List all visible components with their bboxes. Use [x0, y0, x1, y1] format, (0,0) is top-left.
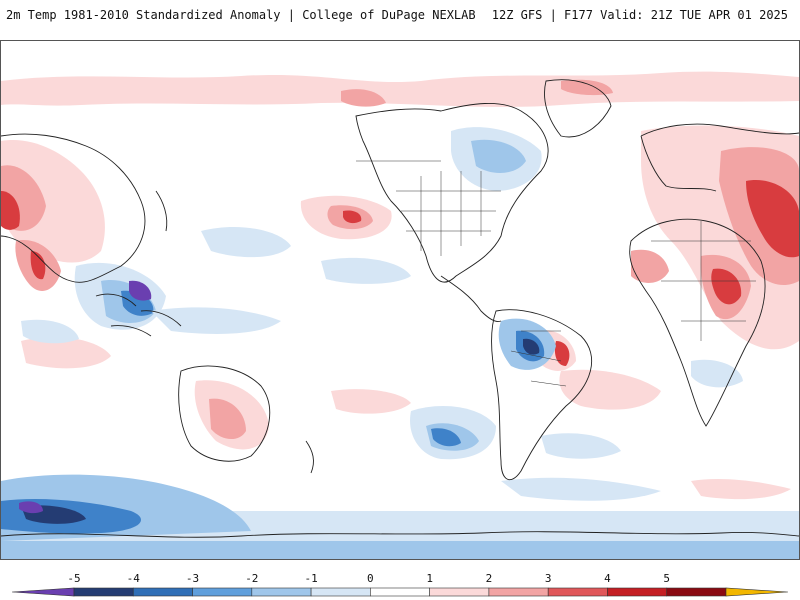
colorbar: -5 -4 -3 -2 -1 0 1 2 3 4 5	[0, 570, 800, 600]
colorbar-tick-label: -2	[245, 572, 259, 585]
colorbar-arrow-high	[725, 587, 789, 597]
colorbar-tick-label: -5	[67, 572, 81, 585]
colorbar-tick-label: -1	[304, 572, 318, 585]
map-title: 2m Temp 1981-2010 Standardized Anomaly |…	[6, 8, 476, 22]
colorbar-tick-label: -4	[126, 572, 140, 585]
colorbar-tick-label: -3	[185, 572, 200, 585]
colorbar-segment	[547, 587, 608, 597]
colorbar-segment	[73, 587, 134, 597]
colorbar-tick-label: 1	[426, 572, 433, 585]
colorbar-labels: -5 -4 -3 -2 -1 0 1 2 3 4 5	[0, 572, 800, 586]
cold-anomaly-regions	[1, 127, 743, 541]
colorbar-segment	[488, 587, 549, 597]
colorbar-tick-label: 5	[663, 572, 671, 585]
colorbar-strip	[11, 587, 789, 597]
colorbar-segment	[251, 587, 312, 597]
colorbar-tick-label: 4	[604, 572, 611, 585]
colorbar-segment	[310, 587, 371, 597]
colorbar-segment	[192, 587, 253, 597]
colorbar-tick-label: 0	[367, 572, 374, 585]
political-borders	[356, 160, 756, 387]
map-canvas	[1, 71, 799, 559]
colorbar-segment	[666, 587, 727, 597]
coastlines	[1, 79, 799, 538]
colorbar-segment	[429, 587, 490, 597]
anomaly-map	[0, 40, 800, 560]
warm-anomaly-regions	[1, 71, 799, 500]
model-run-info: 12Z GFS | F177 Valid: 21Z TUE APR 01 202…	[491, 8, 788, 22]
map-header: 2m Temp 1981-2010 Standardized Anomaly |…	[0, 0, 800, 30]
colorbar-segment	[132, 587, 193, 597]
colorbar-segment	[607, 587, 668, 597]
colorbar-segment	[370, 587, 430, 597]
colorbar-tick-label: 2	[485, 572, 493, 585]
colorbar-arrow-low	[11, 587, 75, 597]
colorbar-tick-label: 3	[544, 572, 552, 585]
